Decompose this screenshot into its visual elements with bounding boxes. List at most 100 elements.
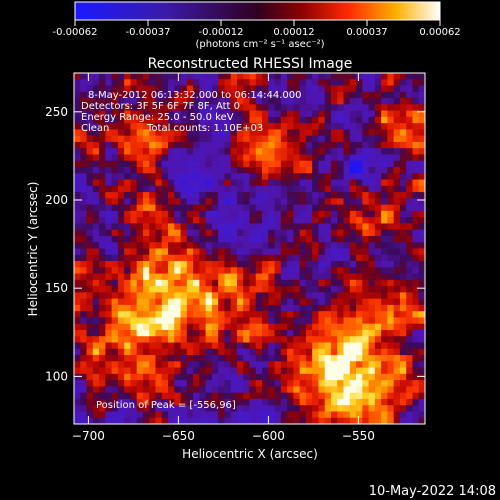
heatmap-cell (161, 185, 169, 193)
heatmap-cell (243, 273, 251, 281)
heatmap-cell (387, 292, 395, 300)
heatmap-cell (293, 148, 301, 156)
heatmap-cell (117, 286, 125, 293)
heatmap-cell (381, 98, 388, 105)
heatmap-cell (262, 148, 269, 156)
heatmap-cell (287, 279, 294, 287)
heatmap-cell (180, 317, 188, 325)
heatmap-cell (193, 348, 200, 356)
heatmap-cell (418, 329, 425, 337)
heatmap-cell (412, 185, 420, 193)
heatmap-cell (92, 311, 100, 319)
heatmap-cell (343, 135, 351, 143)
heatmap-cell (274, 141, 282, 149)
heatmap-cell (205, 261, 213, 268)
heatmap-cell (117, 361, 125, 369)
heatmap-cell (211, 173, 219, 181)
heatmap-cell (111, 411, 119, 419)
heatmap-cell (105, 141, 113, 149)
heatmap-cell (368, 267, 376, 275)
heatmap-cell (211, 279, 219, 287)
heatmap-cell (74, 185, 81, 193)
heatmap-cell (130, 242, 138, 250)
heatmap-cell (168, 223, 175, 231)
heatmap-cell (249, 298, 257, 306)
heatmap-cell (399, 405, 407, 413)
heatmap-cell (255, 311, 263, 319)
heatmap-cell (199, 173, 207, 181)
heatmap-cell (299, 179, 307, 187)
heatmap-cell (218, 317, 226, 325)
heatmap-cell (80, 286, 88, 293)
heatmap-cell (193, 154, 200, 162)
heatmap-cell (387, 261, 395, 268)
heatmap-cell (299, 273, 307, 281)
heatmap-cell (161, 361, 169, 369)
heatmap-cell (117, 311, 125, 319)
heatmap-cell (218, 141, 226, 149)
heatmap-cell (199, 367, 207, 375)
heatmap-cell (255, 329, 263, 337)
heatmap-cell (205, 129, 213, 137)
heatmap-cell (349, 329, 357, 337)
heatmap-cell (356, 217, 363, 225)
heatmap-cell (374, 135, 382, 143)
heatmap-cell (324, 73, 332, 80)
heatmap-cell (305, 148, 313, 156)
heatmap-cell (399, 342, 407, 350)
heatmap-cell (130, 386, 138, 394)
heatmap-cell (130, 198, 138, 206)
heatmap-cell (168, 91, 175, 99)
heatmap-cell (412, 235, 420, 243)
heatmap-cell (406, 223, 414, 231)
heatmap-cell (174, 79, 182, 87)
heatmap-cell (312, 98, 320, 105)
chart-title: Reconstructed RHESSI Image (148, 56, 353, 72)
heatmap-cell (274, 229, 282, 237)
heatmap-cell (199, 192, 207, 199)
heatmap-cell (299, 73, 307, 80)
heatmap-cell (349, 229, 357, 237)
heatmap-cell (205, 116, 213, 124)
heatmap-cell (418, 373, 425, 381)
heatmap-cell (312, 248, 320, 256)
heatmap-cell (136, 304, 144, 312)
heatmap-cell (374, 167, 382, 174)
heatmap-cell (312, 317, 320, 325)
heatmap-cell (155, 248, 163, 256)
heatmap-cell (74, 116, 81, 124)
heatmap-cell (318, 235, 326, 243)
heatmap-cell (287, 210, 294, 218)
heatmap-cell (406, 405, 414, 413)
heatmap-cell (199, 148, 207, 156)
heatmap-cell (337, 286, 345, 293)
heatmap-cell (92, 304, 100, 312)
heatmap-cell (268, 248, 276, 256)
heatmap-cell (142, 154, 150, 162)
heatmap-cell (105, 160, 113, 168)
heatmap-cell (174, 242, 182, 250)
heatmap-cell (262, 298, 269, 306)
heatmap-cell (92, 298, 100, 306)
heatmap-cell (243, 135, 251, 143)
heatmap-cell (224, 210, 232, 218)
heatmap-cell (368, 380, 376, 387)
heatmap-cell (381, 198, 388, 206)
heatmap-cell (74, 210, 81, 218)
heatmap-cell (105, 210, 113, 218)
heatmap-cell (268, 304, 276, 312)
heatmap-cell (142, 367, 150, 375)
heatmap-cell (399, 85, 407, 93)
heatmap-cell (224, 386, 232, 394)
heatmap-cell (305, 286, 313, 293)
heatmap-cell (218, 198, 226, 206)
heatmap-cell (149, 279, 157, 287)
heatmap-cell (305, 380, 313, 387)
heatmap-cell (99, 217, 106, 225)
heatmap-cell (155, 392, 163, 400)
heatmap-cell (287, 85, 294, 93)
heatmap-cell (86, 210, 94, 218)
heatmap-cell (224, 91, 232, 99)
heatmap-cell (418, 160, 425, 168)
heatmap-cell (155, 229, 163, 237)
